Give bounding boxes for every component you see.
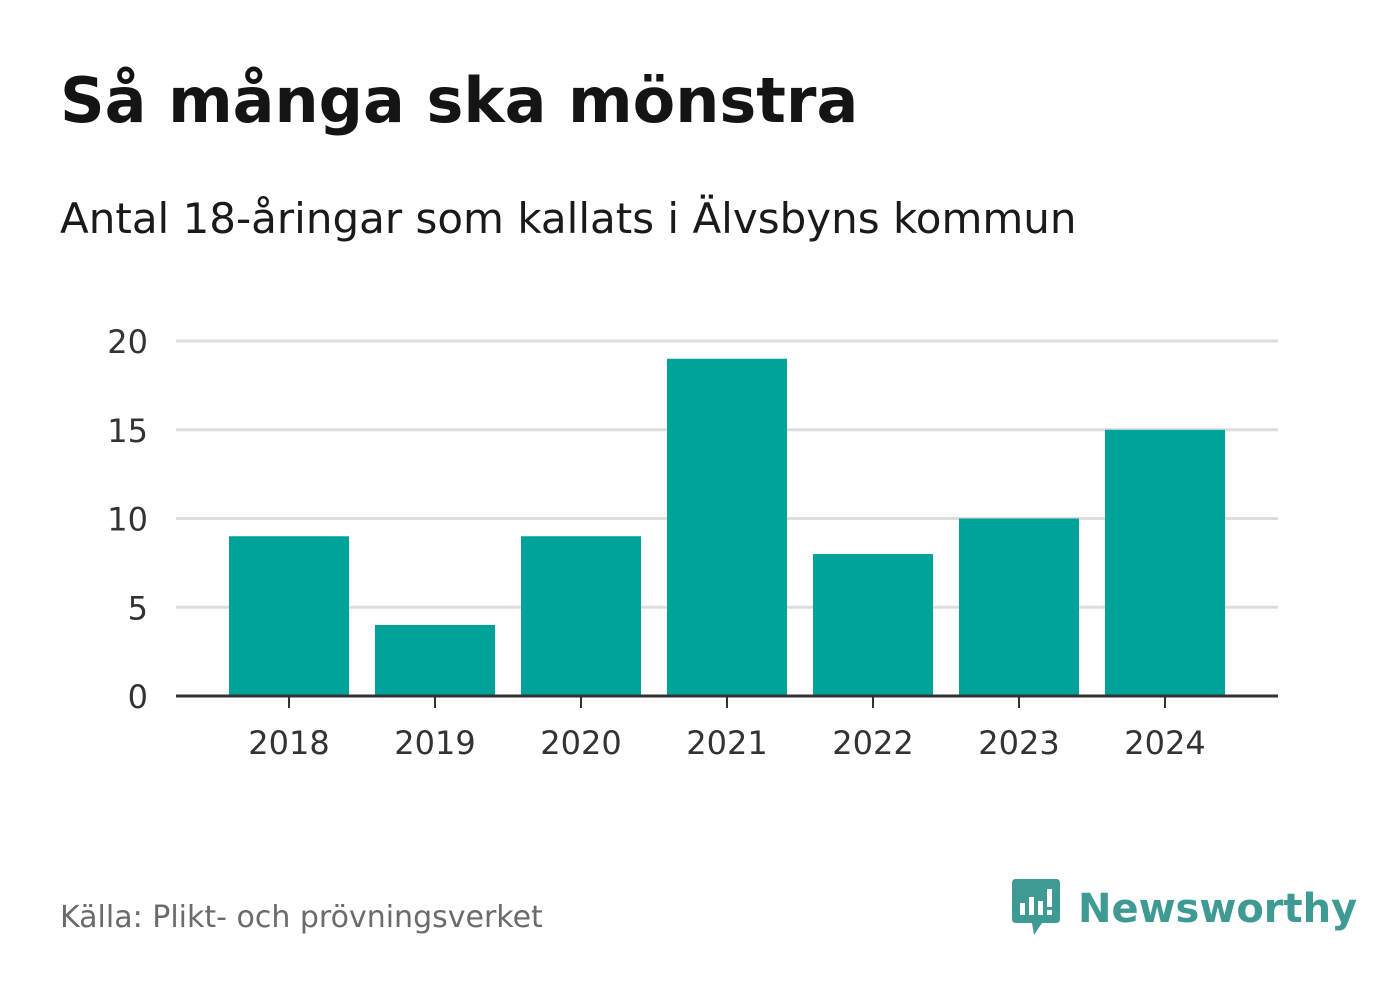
y-tick-label: 10 — [107, 501, 148, 539]
y-tick-label: 5 — [128, 589, 148, 627]
bar — [1105, 429, 1225, 696]
x-tick-label: 2020 — [540, 724, 621, 762]
x-tick-label: 2021 — [686, 724, 767, 762]
x-tick-label: 2024 — [1124, 724, 1205, 762]
bar — [229, 536, 349, 696]
brand-logo: Newsworthy — [1010, 878, 1357, 940]
bar — [375, 625, 495, 696]
x-tick-label: 2023 — [978, 724, 1059, 762]
y-tick-label: 0 — [128, 678, 148, 716]
y-tick-label: 15 — [107, 412, 148, 450]
bar — [959, 518, 1079, 696]
y-tick-label: 20 — [107, 323, 148, 361]
chart-title: Så många ska mönstra — [60, 64, 859, 137]
bar — [521, 536, 641, 696]
x-tick-label: 2019 — [394, 724, 475, 762]
chart-speech-bubble-icon — [1012, 879, 1060, 935]
bar — [813, 554, 933, 696]
x-tick-label: 2018 — [248, 724, 329, 762]
source-note: Källa: Plikt- och prövningsverket — [60, 900, 543, 935]
brand-name: Newsworthy — [1078, 886, 1358, 932]
bar — [667, 358, 787, 696]
x-tick-label: 2022 — [832, 724, 913, 762]
chart-subtitle: Antal 18-åringar som kallats i Älvsbyns … — [60, 194, 1077, 243]
